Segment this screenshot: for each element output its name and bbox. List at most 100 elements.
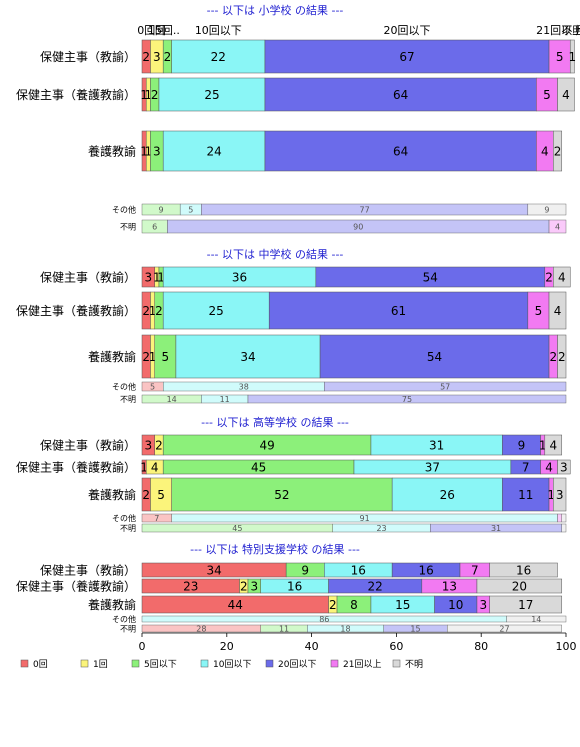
data-label: 18: [340, 624, 350, 633]
data-label: 4: [151, 460, 159, 474]
row-label: 養護教諭: [88, 597, 136, 612]
data-label: 2: [142, 350, 150, 364]
data-label: 1: [149, 350, 157, 364]
bar-segment: [175, 334, 321, 379]
legend-swatch: [80, 659, 89, 668]
data-label: 9: [159, 205, 164, 214]
data-label: 1: [157, 270, 165, 284]
bar-segment: [557, 459, 571, 475]
data-label: 2: [142, 304, 150, 318]
legend-label: 0回: [33, 659, 48, 670]
data-label: 2: [240, 579, 248, 593]
data-label: 11: [279, 624, 289, 633]
legend-label: 20回以下: [278, 659, 316, 670]
data-label: 2: [549, 350, 557, 364]
data-label: 49: [259, 438, 274, 452]
legend-label: 5回以下: [144, 659, 177, 670]
data-label: 5: [150, 382, 155, 391]
data-label: 1: [140, 144, 148, 158]
data-label: 4: [555, 222, 560, 231]
data-label: 4: [554, 304, 562, 318]
legend-swatch: [392, 659, 401, 668]
data-label: 3: [560, 460, 568, 474]
data-label: 10: [448, 598, 463, 612]
data-label: 45: [251, 460, 266, 474]
data-label: 90: [353, 222, 363, 231]
top-category-label-5: 21回以上: [536, 24, 580, 37]
bar-segment: [544, 434, 563, 456]
section-title-2: --- 以下は 高等学校 の結果 ---: [201, 415, 349, 429]
row-label: 保健主事（養護教諭）: [16, 303, 136, 318]
section-title-0: --- 以下は 小学校 の結果 ---: [207, 3, 344, 17]
data-label: 16: [516, 563, 531, 577]
legend-label: 不明: [405, 659, 423, 670]
row-label: その他: [112, 513, 136, 523]
row-label: 保健主事（養護教諭）: [16, 578, 136, 593]
data-label: 7: [522, 460, 530, 474]
bar-segment: [553, 130, 563, 172]
bar-segment: [319, 334, 550, 379]
data-label: 2: [329, 598, 337, 612]
bar-segment: [489, 562, 558, 578]
row-label: 不明: [120, 395, 136, 404]
data-label: 1: [145, 144, 153, 158]
data-label: 67: [399, 50, 414, 64]
data-label: 31: [429, 438, 444, 452]
data-label: 5: [161, 350, 169, 364]
data-label: 1: [547, 488, 555, 502]
data-label: 15: [410, 624, 420, 633]
row-label: その他: [112, 614, 136, 624]
row-label: 養護教諭: [88, 143, 136, 158]
data-label: 1: [149, 304, 157, 318]
data-label: 8: [350, 598, 358, 612]
data-label: 75: [402, 395, 412, 404]
row-label: 保健主事（教諭）: [40, 269, 136, 284]
legend-swatch: [131, 659, 140, 668]
data-label: 5: [188, 205, 193, 214]
legend-swatch: [330, 659, 339, 668]
legend-label: 21回以上: [343, 659, 381, 670]
data-label: 14: [167, 395, 177, 404]
row-label: その他: [112, 204, 136, 214]
section-title-1: --- 以下は 中学校 の結果 ---: [207, 247, 344, 261]
data-label: 52: [274, 488, 289, 502]
data-label: 23: [183, 579, 198, 593]
bar-segment: [553, 266, 571, 288]
data-label: 26: [440, 488, 455, 502]
bar-segment: [324, 381, 567, 392]
data-label: 36: [232, 270, 247, 284]
data-label: 54: [427, 350, 442, 364]
row-label: 不明: [120, 222, 136, 231]
data-label: 9: [518, 438, 526, 452]
data-label: 4: [549, 438, 557, 452]
data-label: 61: [391, 304, 406, 318]
bar-segment: [158, 77, 266, 112]
bar-segment: [489, 595, 563, 614]
data-label: 4: [545, 460, 553, 474]
row-label: 不明: [120, 524, 136, 533]
data-label: 14: [531, 615, 541, 624]
data-label: 1: [539, 438, 547, 452]
bar-segment: [548, 219, 567, 234]
data-label: 25: [209, 304, 224, 318]
section-title-3: --- 以下は 特別支援学校 の結果 ---: [190, 542, 360, 556]
row-label: 養護教諭: [88, 487, 136, 502]
data-label: 23: [376, 524, 386, 533]
data-label: 1: [140, 460, 148, 474]
data-label: 27: [499, 624, 509, 633]
legend-label: 10回以下: [213, 659, 251, 670]
row-label: 保健主事（教諭）: [40, 49, 136, 64]
data-label: 64: [393, 144, 408, 158]
legend-swatch: [20, 659, 29, 668]
data-label: 3: [145, 438, 153, 452]
top-category-label-0: 0回: [137, 24, 155, 37]
data-label: 2: [142, 488, 150, 502]
data-label: 2: [155, 304, 163, 318]
data-label: 34: [206, 563, 221, 577]
bar-segment: [557, 334, 567, 379]
data-label: 34: [240, 350, 255, 364]
x-tick-label: 40: [305, 640, 319, 653]
data-label: 7: [471, 563, 479, 577]
bar-segment: [268, 291, 529, 330]
